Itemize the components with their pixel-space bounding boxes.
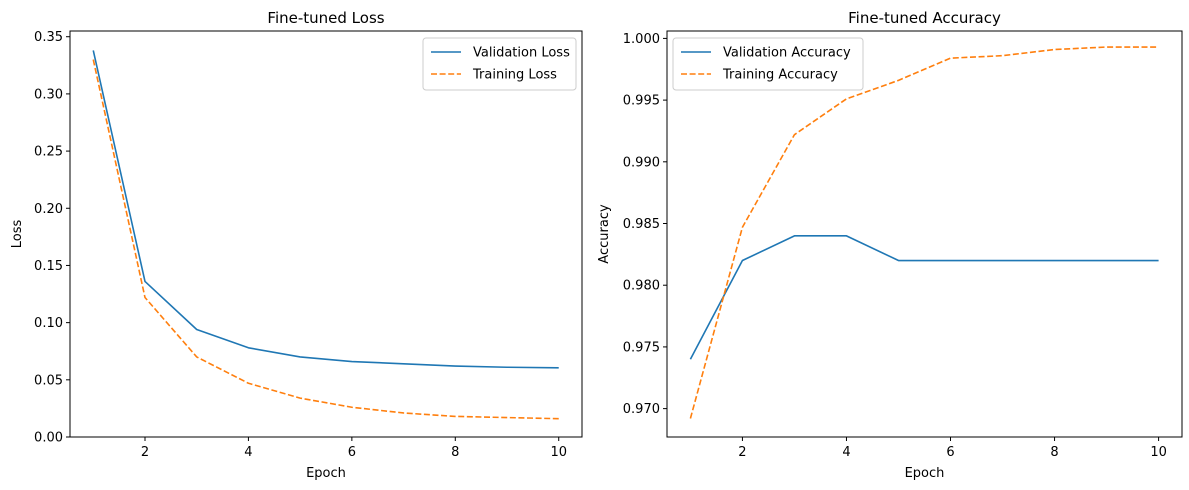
y-tick-label: 0.15 — [34, 259, 63, 274]
y-tick-label: 0.25 — [34, 145, 63, 160]
y-axis-label: Accuracy — [597, 204, 612, 264]
x-tick-label: 10 — [1150, 445, 1167, 460]
x-tick-label: 2 — [738, 445, 746, 460]
x-tick-label: 6 — [946, 445, 954, 460]
series-group — [689, 46, 1159, 419]
legend-entry: Training Loss — [472, 68, 557, 83]
y-tick-label: 0.985 — [623, 217, 660, 232]
accuracy-chart-panel: 2 4 6 8 10 0.970 0.975 0.980 0.985 0.990 0.995 1.00… — [597, 9, 1183, 481]
chart-title: Fine-tuned Loss — [267, 9, 384, 27]
legend-box — [672, 37, 864, 91]
x-tick-label: 6 — [348, 445, 356, 460]
x-axis-label: Epoch — [905, 466, 945, 481]
series-group — [92, 50, 559, 420]
legend: Validation Loss Training Loss — [422, 37, 577, 91]
training-accuracy-line — [689, 46, 1159, 419]
validation-loss-line — [92, 50, 559, 369]
y-tick-label: 0.00 — [34, 431, 63, 446]
y-axis-label: Loss — [10, 220, 25, 249]
y-tick-label: 0.975 — [623, 340, 660, 355]
x-tick-label: 8 — [451, 445, 459, 460]
y-tick-label: 0.995 — [623, 94, 660, 109]
x-tick-label: 10 — [550, 445, 567, 460]
x-tick-label: 4 — [842, 445, 850, 460]
legend-box — [422, 37, 577, 91]
legend-entry: Validation Loss — [473, 46, 570, 61]
y-tick-label: 0.970 — [623, 402, 660, 417]
training-loss-line — [92, 59, 559, 420]
validation-accuracy-line — [689, 235, 1159, 360]
x-axis-label: Epoch — [306, 466, 346, 481]
y-tick-label: 0.05 — [34, 373, 63, 388]
y-tick-label: 0.30 — [34, 87, 63, 102]
y-tick-label: 1.000 — [623, 32, 660, 47]
loss-chart-panel: 2 4 6 8 10 0.00 0.05 0.10 0.15 0.20 0.25 0.30 0.35 Fi… — [10, 9, 583, 481]
plot-frame — [666, 30, 1183, 438]
y-tick-label: 0.35 — [34, 30, 63, 45]
plot-frame — [69, 30, 583, 438]
y-tick-label: 0.20 — [34, 202, 63, 217]
x-tick-label: 8 — [1050, 445, 1058, 460]
legend: Validation Accuracy Training Accuracy — [672, 37, 864, 91]
legend-entry: Validation Accuracy — [723, 46, 851, 61]
y-tick-label: 0.10 — [34, 316, 63, 331]
x-tick-label: 2 — [141, 445, 149, 460]
y-tick-label: 0.990 — [623, 155, 660, 170]
chart-title: Fine-tuned Accuracy — [848, 9, 1001, 27]
legend-entry: Training Accuracy — [722, 68, 838, 83]
x-tick-label: 4 — [244, 445, 252, 460]
y-tick-label: 0.980 — [623, 279, 660, 294]
